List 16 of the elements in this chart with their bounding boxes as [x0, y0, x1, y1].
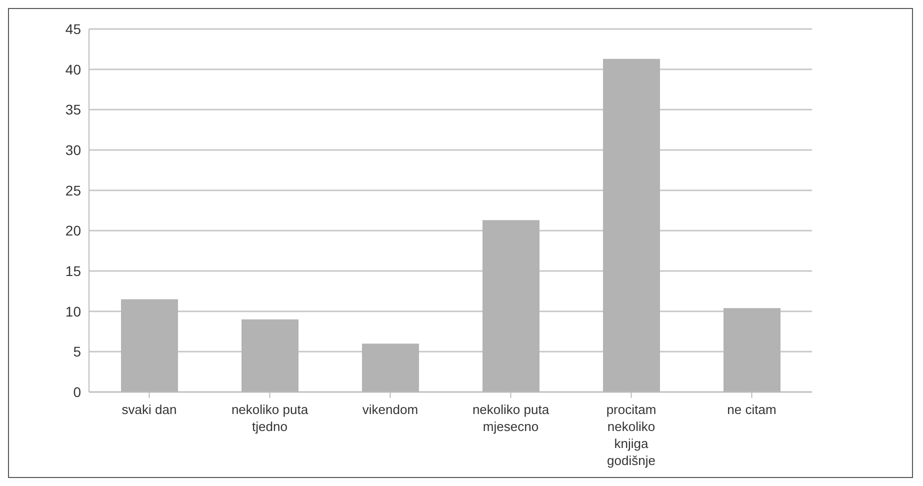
x-tick-label: procitam nekoliko knjiga godišnje — [606, 402, 656, 468]
y-tick-label: 35 — [65, 102, 82, 118]
y-tick-label: 10 — [65, 303, 82, 320]
x-tick-label: nekoliko puta mjesecno — [472, 402, 550, 434]
y-tick-label: 15 — [65, 262, 82, 279]
y-tick-label: 20 — [65, 222, 82, 239]
x-tick-label: nekoliko puta tjedno — [231, 402, 309, 434]
y-tick-label: 45 — [65, 20, 82, 37]
y-tick-label: 40 — [65, 61, 82, 78]
x-tick-label: svaki dan — [122, 402, 177, 417]
y-tick-label: 5 — [73, 344, 82, 360]
x-tick-label: ne citam — [727, 402, 776, 417]
x-tick-label: vikendom — [362, 402, 418, 417]
y-tick-label: 30 — [65, 142, 82, 158]
y-tick-label: 0 — [73, 384, 82, 400]
y-tick-label: 25 — [65, 182, 82, 198]
